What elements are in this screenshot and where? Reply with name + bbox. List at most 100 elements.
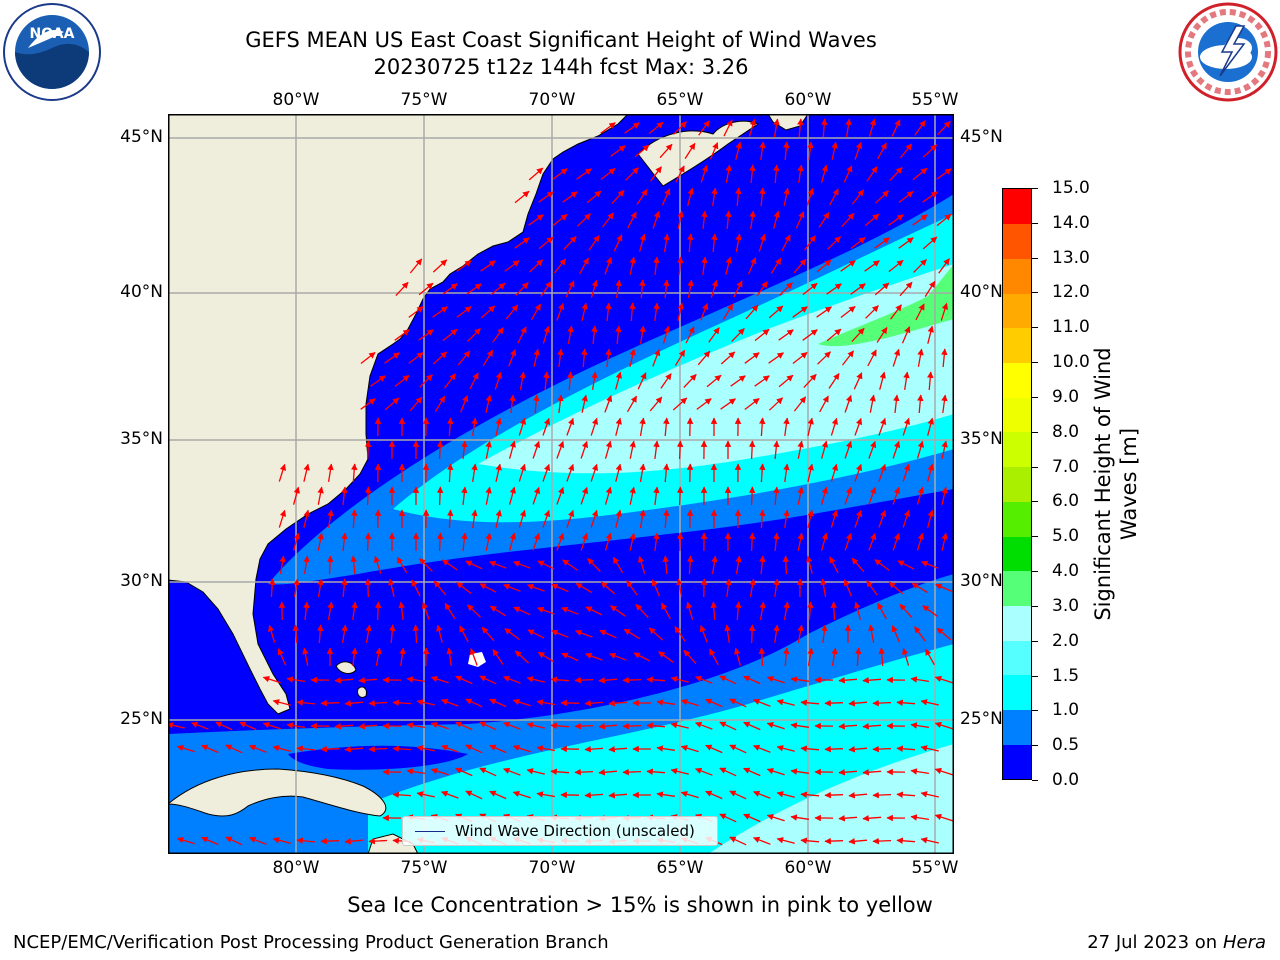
lon-label-top-75w: 75°W xyxy=(400,90,448,110)
wave-direction-arrow xyxy=(783,601,790,621)
colorbar-tick-label: 8.0 xyxy=(1052,421,1080,442)
wave-direction-arrow xyxy=(626,580,638,596)
colorbar-tick-mark xyxy=(1032,780,1038,781)
wave-direction-arrow xyxy=(293,578,300,598)
wave-direction-arrow xyxy=(292,486,300,505)
wave-direction-arrow xyxy=(580,486,589,505)
wave-direction-arrow xyxy=(341,624,348,644)
wave-direction-arrow xyxy=(557,348,564,367)
wave-direction-arrow xyxy=(358,723,378,730)
wave-direction-arrow xyxy=(896,837,916,844)
wave-direction-arrow xyxy=(629,348,636,367)
wave-direction-arrow xyxy=(542,417,551,436)
wave-direction-arrow xyxy=(874,559,890,571)
wave-direction-arrow xyxy=(797,440,804,459)
wave-direction-arrow xyxy=(567,371,574,391)
wave-direction-arrow xyxy=(635,603,649,619)
wave-direction-arrow xyxy=(912,167,928,181)
wave-direction-arrow xyxy=(790,814,809,821)
wave-direction-arrow xyxy=(444,373,456,389)
wave-direction-arrow xyxy=(663,279,670,299)
colorbar-tick-label: 1.5 xyxy=(1052,665,1080,686)
wave-direction-arrow xyxy=(878,463,887,482)
wave-direction-arrow xyxy=(663,463,670,483)
wave-direction-arrow xyxy=(896,791,916,798)
wave-direction-arrow xyxy=(864,213,880,227)
wave-direction-arrow xyxy=(590,417,599,436)
wave-direction-arrow xyxy=(848,838,868,845)
colorbar-tick-label: 9.0 xyxy=(1052,386,1080,407)
wave-direction-arrow xyxy=(444,602,456,619)
wave-direction-arrow xyxy=(622,768,642,776)
wave-direction-arrow xyxy=(920,699,939,706)
wave-direction-arrow xyxy=(934,675,953,684)
wave-direction-arrow xyxy=(518,463,527,482)
lat-label-left-35n: 35°N xyxy=(120,429,163,449)
wave-direction-arrow xyxy=(488,560,507,569)
land-newfoundland xyxy=(767,114,809,131)
wave-direction-arrow xyxy=(826,283,842,295)
wave-direction-arrow xyxy=(457,350,471,366)
wave-direction-arrow xyxy=(831,647,838,667)
wave-direction-arrow xyxy=(639,463,646,483)
wave-direction-arrow xyxy=(684,142,696,159)
wave-direction-arrow xyxy=(590,463,599,482)
wave-direction-arrow xyxy=(394,329,410,341)
chart-subtitle: 20230725 t12z 144h fcst Max: 3.26 xyxy=(373,55,749,79)
wave-direction-arrow xyxy=(866,166,878,182)
wave-direction-arrow xyxy=(512,744,531,753)
wave-direction-arrow xyxy=(706,374,722,388)
wave-direction-arrow xyxy=(749,578,756,598)
wave-direction-arrow xyxy=(585,606,603,616)
wave-direction-arrow xyxy=(590,279,598,298)
wave-direction-arrow xyxy=(446,463,454,483)
wave-direction-arrow xyxy=(225,836,243,846)
wave-direction-arrow xyxy=(662,325,670,344)
wave-direction-arrow xyxy=(419,374,433,388)
wave-direction-arrow xyxy=(705,790,723,800)
wave-direction-arrow xyxy=(854,509,863,528)
wave-direction-arrow xyxy=(481,626,495,642)
wave-direction-arrow xyxy=(360,351,376,365)
wave-direction-arrow xyxy=(317,624,324,644)
wave-direction-arrow xyxy=(902,509,911,528)
wave-direction-arrow xyxy=(674,626,686,642)
wave-direction-arrow xyxy=(389,624,396,644)
wave-direction-arrow xyxy=(804,235,816,251)
lon-label-bottom-60w: 60°W xyxy=(784,858,832,878)
wave-direction-arrow xyxy=(783,141,790,161)
wave-direction-arrow xyxy=(694,675,713,684)
wave-direction-arrow xyxy=(567,325,574,345)
wave-direction-arrow xyxy=(556,486,565,505)
wave-direction-arrow xyxy=(776,699,795,706)
wave-direction-arrow xyxy=(770,257,782,274)
colorbar-segment xyxy=(1003,293,1031,329)
wave-direction-arrow xyxy=(724,624,731,643)
wave-direction-arrow xyxy=(725,210,732,230)
wave-direction-arrow xyxy=(862,723,882,730)
wave-direction-arrow xyxy=(455,767,473,777)
wave-direction-arrow xyxy=(490,282,506,296)
map-panel xyxy=(168,114,954,854)
wave-direction-arrow xyxy=(792,351,808,365)
wave-direction-arrow xyxy=(869,394,876,413)
wave-direction-arrow xyxy=(406,676,426,683)
wave-direction-arrow xyxy=(629,256,636,275)
wave-direction-arrow xyxy=(629,440,636,459)
wave-direction-arrow xyxy=(652,348,661,367)
wave-direction-arrow xyxy=(874,237,890,249)
wave-direction-arrow xyxy=(599,629,617,639)
wave-direction-arrow xyxy=(792,306,808,318)
colorbar xyxy=(1002,188,1032,780)
wave-direction-arrow xyxy=(676,532,684,552)
wave-direction-arrow xyxy=(661,602,671,620)
wave-direction-arrow xyxy=(844,440,853,459)
wave-direction-arrow xyxy=(605,302,612,321)
wave-direction-arrow xyxy=(783,417,790,436)
wave-direction-arrow xyxy=(752,836,771,845)
wave-direction-arrow xyxy=(901,326,911,344)
wave-direction-arrow xyxy=(800,837,820,844)
wave-direction-arrow xyxy=(806,187,815,206)
wave-direction-arrow xyxy=(536,745,556,752)
wave-direction-arrow xyxy=(581,302,588,321)
